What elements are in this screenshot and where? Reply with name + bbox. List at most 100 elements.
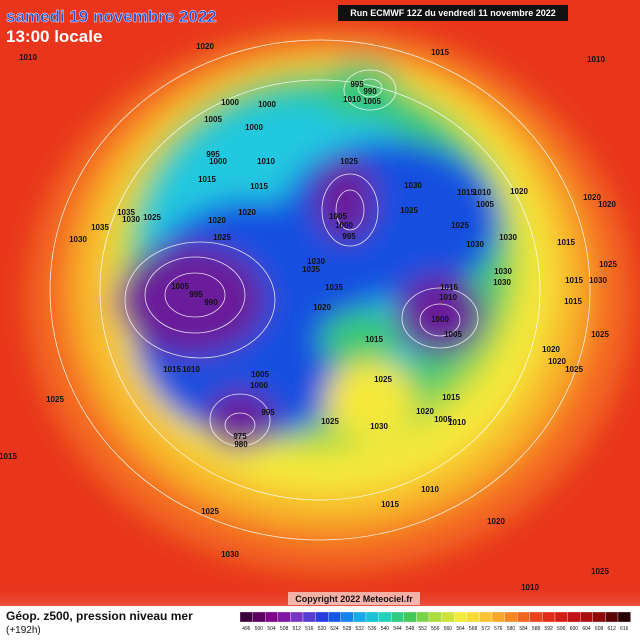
- isobar-label: 1030: [494, 267, 512, 276]
- colorbar-cell: [340, 611, 354, 623]
- isobar-label: 1015: [564, 297, 582, 306]
- isobar-label: 1005: [204, 115, 222, 124]
- colorbar-label: 508: [280, 626, 289, 632]
- isobar-label: 1005: [444, 330, 462, 339]
- isobar-label: 1015: [250, 182, 268, 191]
- isobar-label: 1000: [245, 123, 263, 132]
- isobar-label: 1030: [404, 181, 422, 190]
- isobar-label: 1015: [163, 365, 181, 374]
- colorbar-cell: [290, 611, 304, 623]
- isobar-label: 1020: [542, 345, 560, 354]
- isobar-label: 1000: [431, 315, 449, 324]
- colorbar-cell: [416, 611, 430, 623]
- isobar-label: 1035: [302, 265, 320, 274]
- colorbar-cell: [328, 611, 341, 623]
- isobar-label: 1035: [91, 223, 109, 232]
- colorbar-cell: [315, 611, 329, 623]
- isobar-label: 1025: [201, 507, 219, 516]
- isobar-label: 1015: [440, 283, 458, 292]
- colorbar-cell: [466, 611, 480, 623]
- isobar-label: 1025: [400, 206, 418, 215]
- colorbar-label: 600: [570, 626, 579, 632]
- isobar-label: 1030: [499, 233, 517, 242]
- colorbar-label: 588: [532, 626, 541, 632]
- isobar-label: 1030: [493, 278, 511, 287]
- isobar-label: 1020: [238, 208, 256, 217]
- isobar-label: 1000: [335, 221, 353, 230]
- colorbar-label: 548: [406, 626, 415, 632]
- colorbar-label: 524: [330, 626, 339, 632]
- colorbar-cell: [252, 611, 266, 623]
- isobar-label: 1035: [325, 283, 343, 292]
- colorbar-label: 612: [608, 626, 617, 632]
- colorbar-label: 608: [595, 626, 604, 632]
- isobar-label: 1020: [510, 187, 528, 196]
- isobar-label: 1000: [209, 157, 227, 166]
- isobar-label: 1010: [421, 485, 439, 494]
- isobar-label: 1000: [258, 100, 276, 109]
- isobar-label: 1000: [250, 381, 268, 390]
- colorbar-cell: [479, 611, 493, 623]
- colorbar-label: 580: [507, 626, 516, 632]
- isobar-label: 995: [350, 80, 364, 89]
- colorbar-label: 572: [482, 626, 491, 632]
- isobar-label: 1010: [448, 418, 466, 427]
- isobar-label: 1030: [307, 257, 325, 266]
- isobar-label: 995: [206, 150, 220, 159]
- colorbar-label: 516: [305, 626, 314, 632]
- isobar-label: 995: [189, 290, 203, 299]
- isobar-label: 1020: [487, 517, 505, 526]
- colorbar-cell: [403, 611, 417, 623]
- isobar-label: 1000: [221, 98, 239, 107]
- colorbar-label: 584: [519, 626, 528, 632]
- colorbar-label: 520: [318, 626, 327, 632]
- isobar-label: 995: [261, 408, 275, 417]
- isobar-label: 1020: [548, 357, 566, 366]
- colorbar-label: 532: [356, 626, 365, 632]
- colorbar-cell: [567, 611, 581, 623]
- isobar-label: 1015: [431, 48, 449, 57]
- colorbar-label: 536: [368, 626, 377, 632]
- colorbar-cell: [265, 611, 278, 623]
- isobar-label: 1025: [321, 417, 339, 426]
- isobar-label: 1010: [343, 95, 361, 104]
- isobar-label: 1035: [117, 208, 135, 217]
- copyright-bg: [288, 592, 420, 605]
- colorbar-label: 496: [242, 626, 251, 632]
- colorbar-label: 568: [469, 626, 478, 632]
- colorbar-label: 592: [545, 626, 554, 632]
- isobar-label: 1010: [257, 157, 275, 166]
- run-bg: [338, 5, 568, 21]
- isobar-label: 1025: [213, 233, 231, 242]
- isobar-label: 1025: [591, 330, 609, 339]
- colorbar-cell: [365, 611, 379, 623]
- colorbar-cell: [592, 611, 606, 623]
- isobar-label: 1005: [434, 415, 452, 424]
- colorbar-cell: [302, 611, 316, 623]
- isobar-lines: [49, 39, 591, 541]
- footer-title: Géop. z500, pression niveau mer: [6, 609, 193, 623]
- isobar-label: 1025: [374, 375, 392, 384]
- copyright: Copyright 2022 Meteociel.fr: [295, 594, 413, 604]
- colorbar-cell: [580, 611, 593, 623]
- isobar-label: 1025: [565, 365, 583, 374]
- isobar-label: 1015: [557, 238, 575, 247]
- colorbar-cell: [391, 611, 404, 623]
- isobar-label: 1010: [521, 583, 539, 592]
- footer-bg: [0, 606, 640, 640]
- isobar-label: 1010: [182, 365, 200, 374]
- colorbar-cell: [504, 611, 518, 623]
- isobar-label: 990: [363, 87, 377, 96]
- header-date: samedi 19 novembre 2022: [6, 7, 217, 26]
- isobar-label: 975: [233, 432, 247, 441]
- isobar-label: 1030: [466, 240, 484, 249]
- run-info: Run ECMWF 12Z du vendredi 11 novembre 20…: [350, 8, 556, 18]
- colorbar-cell: [239, 611, 253, 623]
- colorbar: 496 500 504 508 512 516 520 524 528 532 536 540 544 5…: [239, 611, 631, 632]
- isobar-label: 1030: [221, 550, 239, 559]
- header-time: 13:00 locale: [6, 27, 102, 46]
- isobar-label: 1020: [208, 216, 226, 225]
- colorbar-cell: [441, 611, 455, 623]
